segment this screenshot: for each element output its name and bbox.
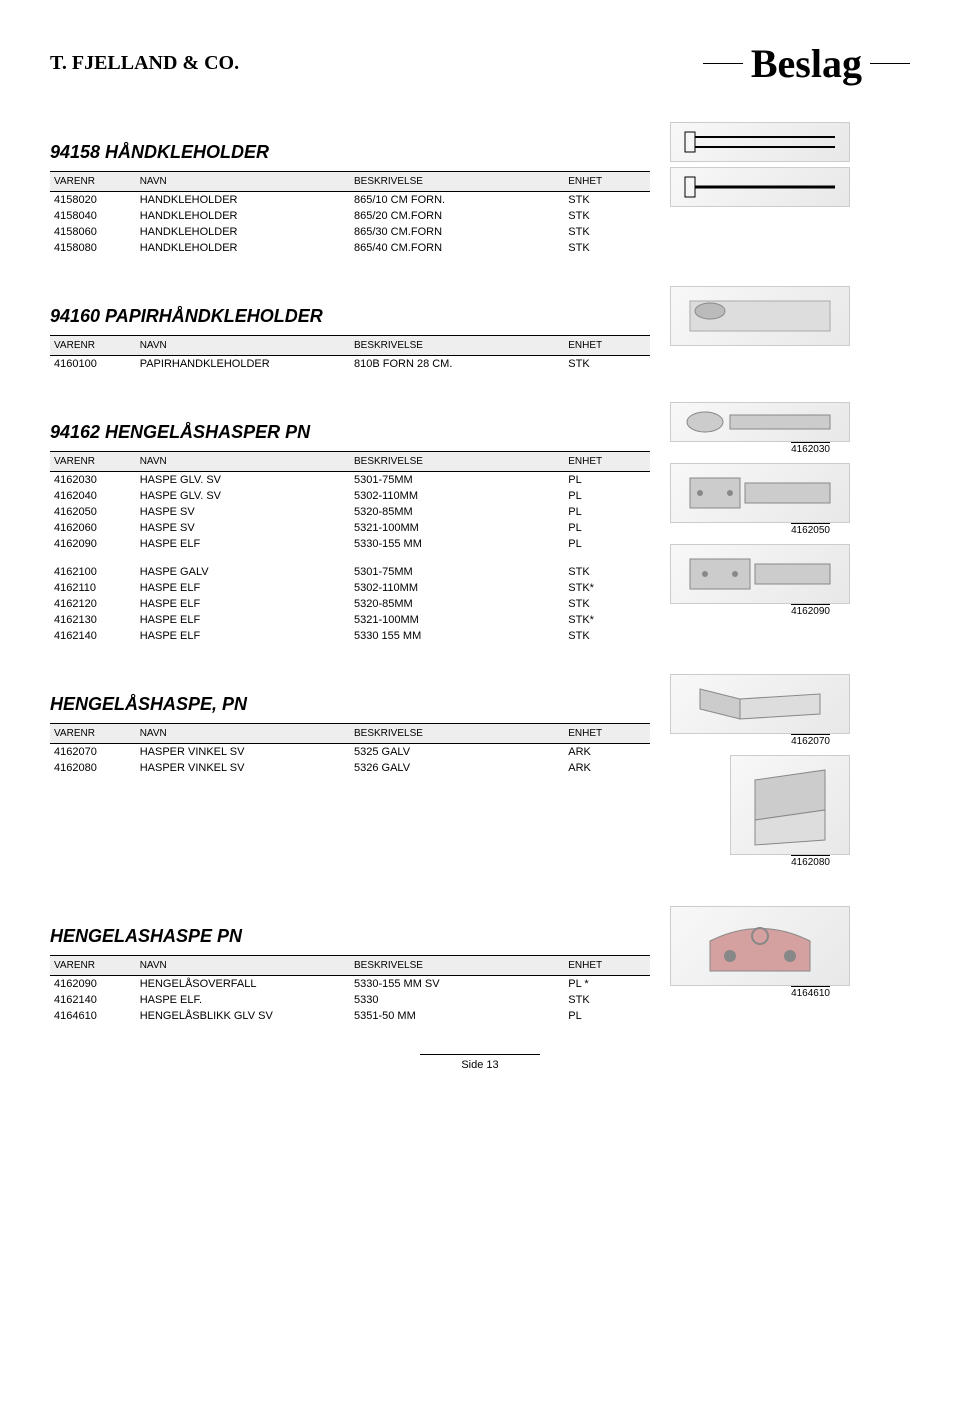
table-row: 4162140HASPE ELF.5330STK	[50, 992, 650, 1008]
table-row: 4158040HANDKLEHOLDER865/20 CM.FORNSTK	[50, 208, 650, 224]
brand-title: Beslag	[751, 40, 862, 87]
table-row: 4162060HASPE SV5321-100MMPL	[50, 520, 650, 536]
table-row: 4162040HASPE GLV. SV5302-110MMPL	[50, 488, 650, 504]
hasp-icon	[680, 549, 840, 599]
col-navn: NAVN	[136, 724, 350, 744]
col-navn: NAVN	[136, 336, 350, 356]
col-beskrivelse: BESKRIVELSE	[350, 724, 564, 744]
table-row: 4162080HASPER VINKEL SV5326 GALVARK	[50, 760, 650, 776]
image-label: 4164610	[791, 986, 830, 999]
table-row: 4160100PAPIRHANDKLEHOLDER810B FORN 28 CM…	[50, 356, 650, 373]
col-beskrivelse: BESKRIVELSE	[350, 172, 564, 192]
col-enhet: ENHET	[564, 172, 650, 192]
table-row: 4162120HASPE ELF5320-85MMSTK	[50, 596, 650, 612]
product-image	[670, 122, 850, 162]
angle-hasp-icon	[680, 679, 840, 729]
col-enhet: ENHET	[564, 452, 650, 472]
hasp-icon	[680, 468, 840, 518]
table-row: 4162090HASPE ELF5330-155 MMPL	[50, 536, 650, 552]
paper-holder-icon	[680, 291, 840, 341]
table-row: 4158060HANDKLEHOLDER865/30 CM.FORNSTK	[50, 224, 650, 240]
table-row: 4162100HASPE GALV5301-75MMSTK	[50, 564, 650, 580]
image-label: 4162070	[791, 734, 830, 747]
table-row: 4158080HANDKLEHOLDER865/40 CM.FORNSTK	[50, 240, 650, 256]
col-varenr: VARENR	[50, 956, 136, 976]
table-row: 4158020HANDKLEHOLDER865/10 CM FORN.STK	[50, 192, 650, 209]
section-title: HENGELASHASPE PN	[50, 926, 650, 947]
section-title: HENGELÅSHASPE, PN	[50, 694, 650, 715]
product-image	[670, 286, 850, 346]
table-row: 4164610HENGELÅSBLIKK GLV SV5351-50 MMPL	[50, 1008, 650, 1024]
col-beskrivelse: BESKRIVELSE	[350, 956, 564, 976]
image-label: 4162050	[791, 523, 830, 536]
product-image	[670, 906, 850, 986]
brand-wrap: Beslag	[703, 40, 910, 87]
product-image	[670, 544, 850, 604]
col-enhet: ENHET	[564, 724, 650, 744]
section-title: 94162 HENGELÅSHASPER PN	[50, 422, 650, 443]
col-varenr: VARENR	[50, 172, 136, 192]
col-navn: NAVN	[136, 956, 350, 976]
col-enhet: ENHET	[564, 956, 650, 976]
table-row: 4162130HASPE ELF5321-100MMSTK*	[50, 612, 650, 628]
product-image	[730, 755, 850, 855]
col-navn: NAVN	[136, 172, 350, 192]
product-table: VARENR NAVN BESKRIVELSE ENHET 4158020HAN…	[50, 171, 650, 256]
col-varenr: VARENR	[50, 452, 136, 472]
product-table: VARENR NAVN BESKRIVELSE ENHET 4162090HEN…	[50, 955, 650, 1024]
col-enhet: ENHET	[564, 336, 650, 356]
product-table: VARENR NAVN BESKRIVELSE ENHET 4162070HAS…	[50, 723, 650, 776]
table-row: 4162030HASPE GLV. SV5301-75MMPL	[50, 472, 650, 489]
product-image	[670, 674, 850, 734]
angle-hasp-icon	[735, 760, 845, 850]
product-image	[670, 167, 850, 207]
product-table: VARENR NAVN BESKRIVELSE ENHET 4160100PAP…	[50, 335, 650, 372]
image-label: 4162030	[791, 442, 830, 455]
section-title: 94160 PAPIRHÅNDKLEHOLDER	[50, 306, 650, 327]
page-footer: Side 13	[420, 1054, 540, 1071]
col-beskrivelse: BESKRIVELSE	[350, 452, 564, 472]
col-beskrivelse: BESKRIVELSE	[350, 336, 564, 356]
table-row: 4162050HASPE SV5320-85MMPL	[50, 504, 650, 520]
page-header: T. FJELLAND & CO. Beslag	[50, 40, 910, 87]
brand-line-left	[703, 63, 743, 64]
brand-line-right	[870, 63, 910, 64]
col-navn: NAVN	[136, 452, 350, 472]
section-title: 94158 HÅNDKLEHOLDER	[50, 142, 650, 163]
product-image	[670, 463, 850, 523]
table-row: 4162090HENGELÅSOVERFALL5330-155 MM SVPL …	[50, 976, 650, 993]
col-varenr: VARENR	[50, 724, 136, 744]
towel-holder-icon	[680, 127, 840, 157]
product-image	[670, 402, 850, 442]
image-label: 4162090	[791, 604, 830, 617]
padlock-plate-icon	[690, 911, 830, 981]
table-row: 4162110HASPE ELF5302-110MMSTK*	[50, 580, 650, 596]
table-row: 4162140HASPE ELF5330 155 MMSTK	[50, 628, 650, 644]
towel-holder-icon	[680, 172, 840, 202]
image-label: 4162080	[791, 855, 830, 868]
company-name: T. FJELLAND & CO.	[50, 52, 239, 75]
product-table: VARENR NAVN BESKRIVELSE ENHET 4162030HAS…	[50, 451, 650, 644]
table-row: 4162070HASPER VINKEL SV5325 GALVARK	[50, 744, 650, 761]
col-varenr: VARENR	[50, 336, 136, 356]
hasp-icon	[680, 407, 840, 437]
